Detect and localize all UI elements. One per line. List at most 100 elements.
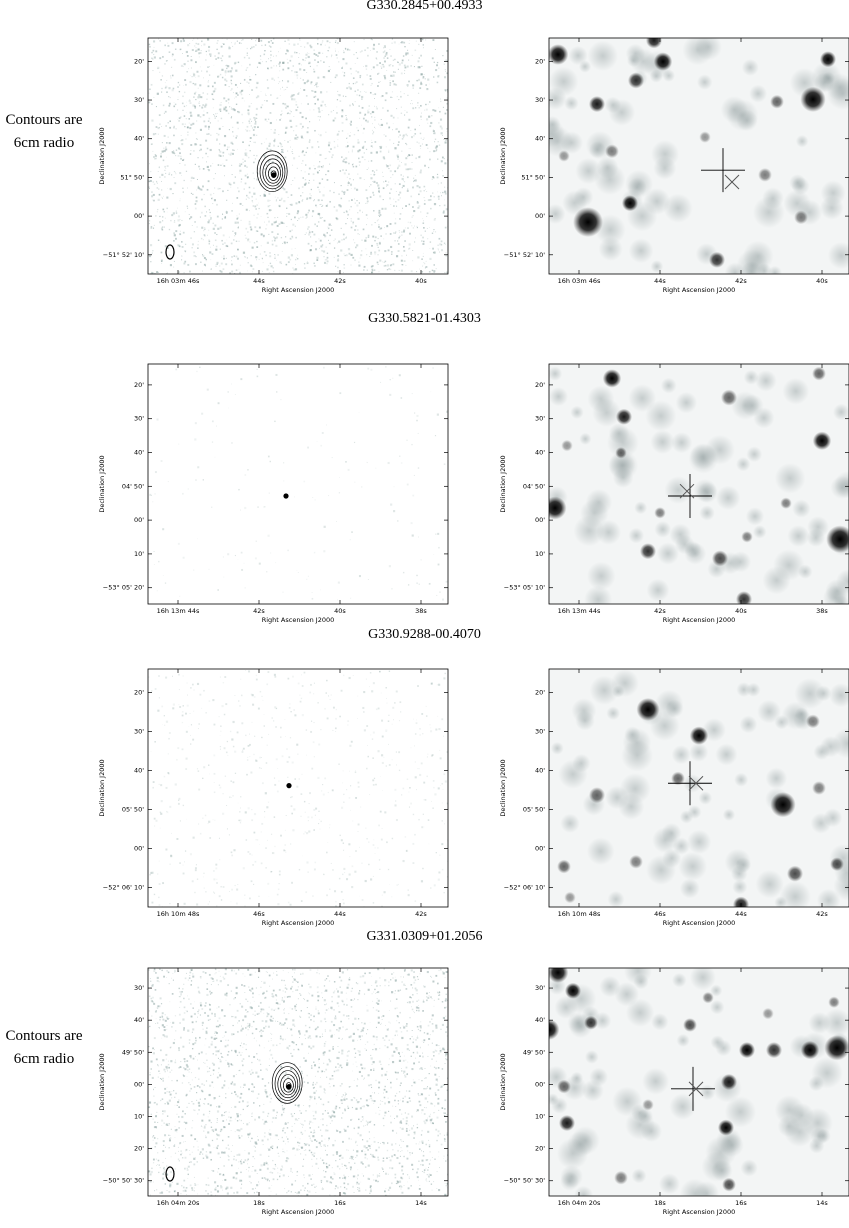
faint-blob: [549, 387, 568, 406]
faint-blob: [711, 1035, 725, 1049]
faint-blob: [689, 743, 708, 762]
y-tick-label: −53° 05' 20': [103, 584, 144, 592]
faint-blob: [642, 1068, 669, 1095]
ir-field: [538, 32, 849, 282]
ir-star: [813, 432, 831, 450]
faint-blob: [697, 482, 718, 503]
y-tick-label: 49' 50': [523, 1048, 545, 1056]
y-axis-label: Declination J2000: [98, 1053, 106, 1110]
faint-blob: [820, 196, 844, 220]
ir-star: [654, 507, 666, 519]
ir-star: [709, 252, 725, 268]
y-tick-label: 00': [535, 516, 545, 524]
noise-field: [148, 968, 450, 1198]
faint-blob: [775, 1095, 805, 1125]
faint-blob: [766, 767, 788, 789]
faint-blob: [680, 1179, 710, 1209]
ir-star: [548, 44, 569, 65]
faint-blob: [680, 878, 700, 898]
faint-blob: [650, 70, 663, 83]
faint-blob: [628, 528, 644, 544]
y-tick-label: 40': [535, 449, 545, 457]
y-tick-label: 00': [535, 212, 545, 220]
faint-blob: [796, 135, 809, 148]
y-tick-label: −51° 52' 10': [103, 251, 144, 259]
faint-blob: [690, 443, 717, 470]
y-tick-label: 40': [134, 135, 144, 143]
ir-star: [721, 390, 737, 406]
y-tick-label: 10': [134, 1113, 144, 1121]
faint-blob: [560, 814, 579, 833]
ir-star: [616, 409, 632, 425]
ir-star: [603, 369, 621, 387]
y-axis-label: Declination J2000: [98, 455, 106, 512]
y-tick-label: 20': [134, 57, 144, 65]
y-tick-label: 20': [535, 381, 545, 389]
faint-blob: [587, 385, 614, 412]
y-tick-label: 20': [134, 689, 144, 697]
y-tick-label: 30': [134, 96, 144, 104]
x-tick-label: 42s: [415, 910, 427, 918]
faint-blob: [715, 743, 737, 765]
side-note-row-4: Contours are 6cm radio: [0, 1025, 88, 1071]
faint-blob: [544, 87, 567, 110]
y-tick-label: −50° 50' 30': [504, 1177, 545, 1185]
y-tick-label: 20': [134, 1145, 144, 1153]
row-title-3: G330.9288-00.4070: [0, 627, 849, 643]
ir-star: [787, 866, 803, 882]
faint-blob: [736, 457, 750, 471]
ir-star: [564, 892, 576, 904]
faint-blob: [663, 69, 675, 81]
ir-star: [640, 543, 656, 559]
ir-star: [736, 591, 752, 607]
noise-field: [148, 38, 449, 274]
y-tick-label: 04' 50': [122, 482, 144, 490]
faint-blob: [762, 187, 784, 209]
ir-field: [539, 957, 849, 1209]
radio-panel-row-1: 20'30'40'51° 50'00'−51° 52' 10'16h 03m 4…: [92, 38, 452, 298]
x-tick-label: 46s: [654, 910, 666, 918]
radio-panel-row-3: 20'30'40'05' 50'00'−52° 06' 10'16h 10m 4…: [92, 669, 452, 929]
faint-blob: [615, 982, 640, 1007]
ir-star: [637, 698, 660, 721]
x-tick-label: 42s: [735, 277, 747, 285]
x-tick-label: 16h 04m 20s: [558, 1199, 601, 1207]
faint-blob: [621, 740, 653, 772]
y-tick-label: 10': [535, 550, 545, 558]
axes: 20'30'40'05' 50'00'−52° 06' 10'16h 10m 4…: [98, 669, 448, 927]
ir-star: [806, 714, 820, 728]
y-tick-label: 30': [134, 984, 144, 992]
y-tick-label: 20': [535, 57, 545, 65]
x-tick-label: 16s: [334, 1199, 346, 1207]
faint-blob: [676, 392, 697, 413]
ir-star: [762, 1008, 774, 1020]
x-axis-label: Right Ascension J2000: [262, 286, 335, 294]
ir-star: [800, 87, 825, 112]
faint-blob: [782, 378, 809, 405]
x-tick-label: 14s: [816, 1199, 828, 1207]
y-axis-label: Declination J2000: [499, 1053, 507, 1110]
x-tick-label: 38s: [415, 607, 427, 615]
faint-blob: [775, 463, 806, 494]
y-tick-label: −51° 52' 10': [504, 251, 545, 259]
faint-blob: [811, 813, 832, 834]
ir-panel-row-1: 20'30'40'51° 50'00'−51° 52' 10'16h 03m 4…: [493, 38, 849, 298]
y-tick-label: 30': [535, 728, 545, 736]
x-axis-label: Right Ascension J2000: [663, 616, 736, 624]
faint-blob: [773, 549, 804, 580]
ir-star: [699, 131, 711, 143]
ir-star: [557, 860, 571, 874]
faint-blob: [651, 140, 679, 168]
radio-source: [283, 493, 288, 498]
x-tick-label: 18s: [654, 1199, 666, 1207]
faint-blob: [587, 837, 615, 865]
faint-blob: [755, 370, 776, 391]
row-title-1: G330.2845+00.4933: [0, 0, 849, 14]
side-note-line-2: 6cm radio: [0, 132, 88, 155]
ir-star: [828, 996, 840, 1008]
ir-star: [629, 855, 643, 869]
faint-blob: [721, 96, 748, 123]
x-tick-label: 44s: [253, 277, 265, 285]
ir-star: [544, 497, 567, 520]
faint-blob: [586, 489, 612, 515]
